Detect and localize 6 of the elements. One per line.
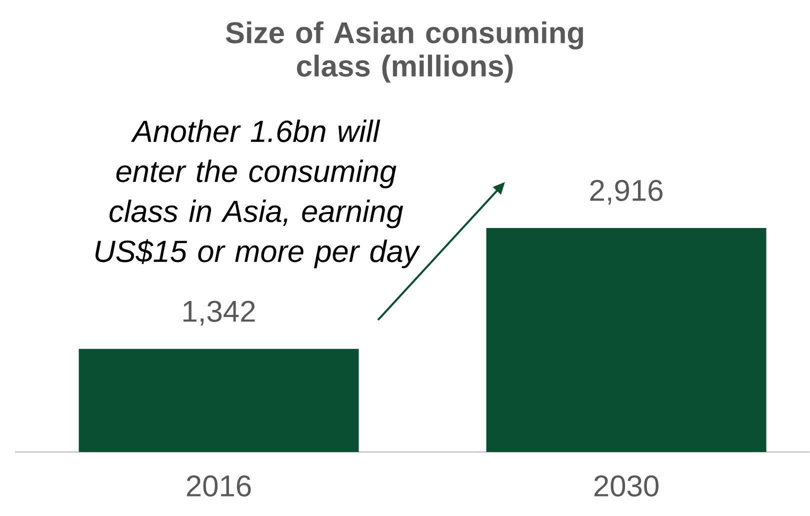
annotation: Another 1.6bn will enter the consuming class in Asia, earning US$15 or more per day <box>96 120 420 268</box>
x-tick-label: 2030 <box>594 475 658 497</box>
chart-title: Size of Asian consuming class (millions) <box>226 21 584 83</box>
data-label: 2,916 <box>590 180 662 205</box>
data-label: 1,342 <box>184 300 255 326</box>
x-tick-label: 2016 <box>186 475 251 497</box>
